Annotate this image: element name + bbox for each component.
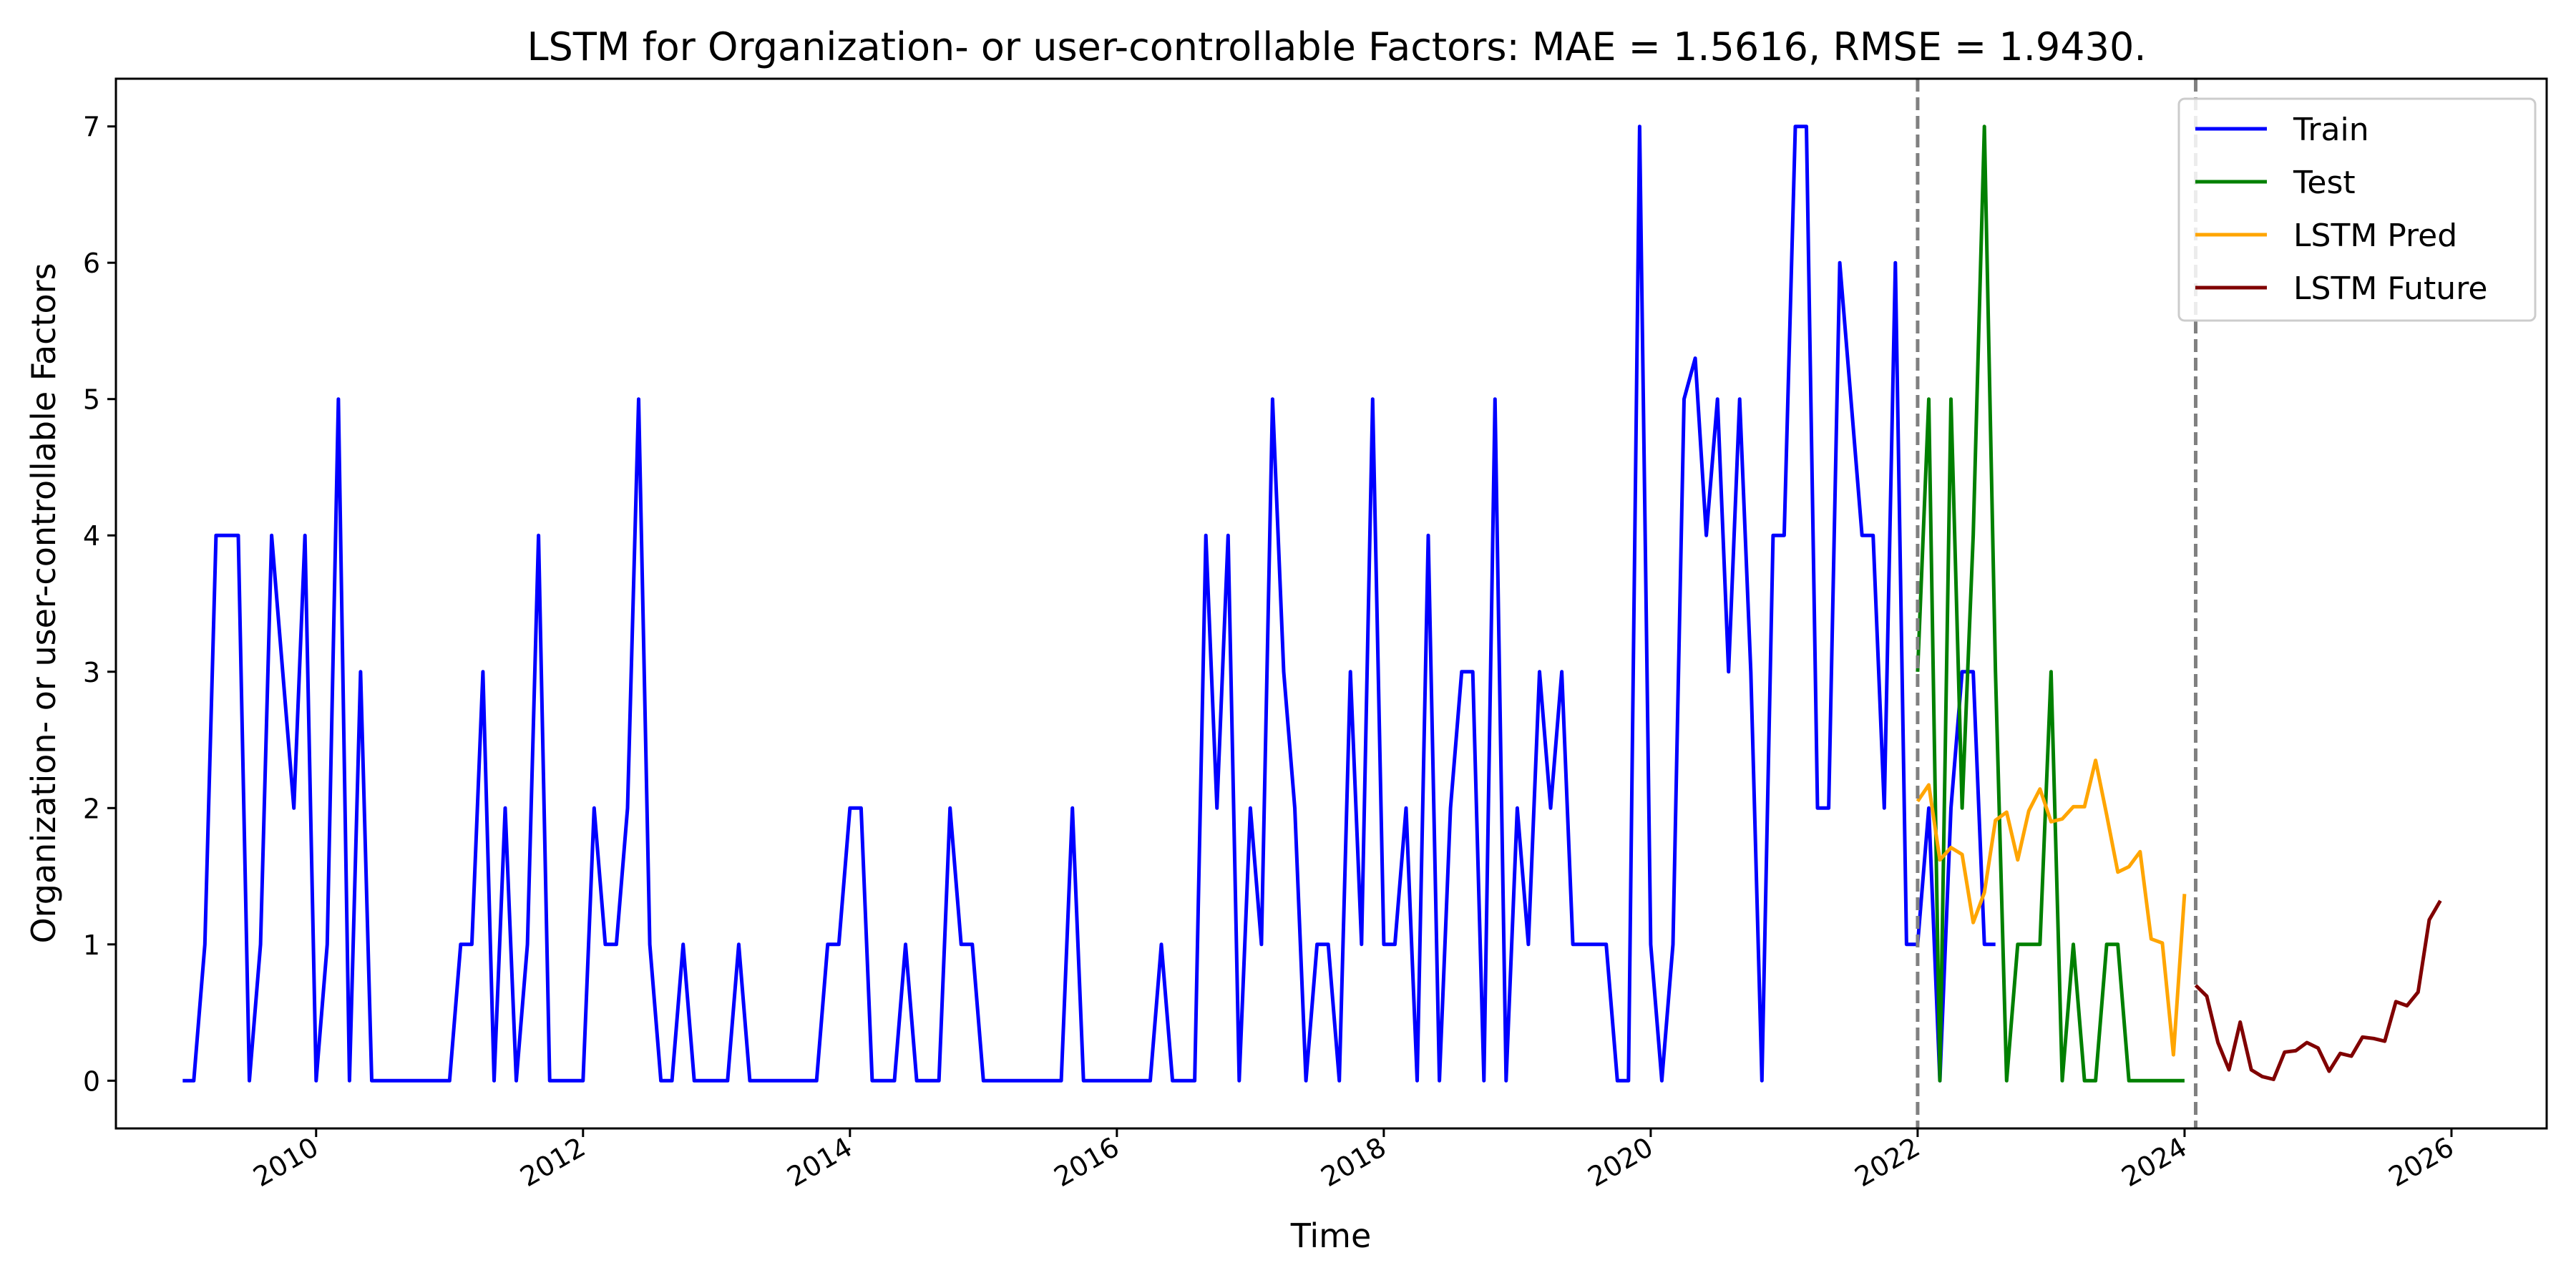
legend-box (2177, 97, 2537, 322)
chart-title: LSTM for Organization- or user-controlla… (527, 24, 2146, 69)
y-tick-label: 2 (83, 793, 100, 824)
x-tick-label: 2024 (2117, 1131, 2192, 1193)
legend: Train Test LSTM Pred LSTM Future (2177, 97, 2537, 322)
plot-frame (114, 77, 2548, 1130)
y-tick-label: 5 (83, 384, 100, 416)
x-tick-label: 2022 (1850, 1131, 1926, 1193)
y-axis-label: Organization- or user-controllable Facto… (24, 263, 63, 943)
legend-label: LSTM Future (2293, 270, 2487, 307)
x-tick-label: 2026 (2384, 1131, 2459, 1193)
series-line-test (1916, 125, 2185, 1083)
series-line-lstm-pred (1916, 758, 2187, 1057)
legend-label: Train (2293, 112, 2369, 148)
y-tick-label: 1 (83, 930, 100, 961)
x-tick-label: 2016 (1049, 1131, 1125, 1193)
y-tick-label: 4 (83, 520, 100, 552)
x-tick-label: 2020 (1583, 1131, 1659, 1193)
y-tick-label: 7 (83, 112, 100, 143)
series-line-train (182, 125, 1996, 1083)
legend-label: LSTM Pred (2293, 218, 2457, 254)
x-axis-label: Time (1290, 1216, 1372, 1255)
legend-item: Test (2195, 165, 2356, 201)
legend-label: Test (2293, 165, 2356, 201)
series-line-lstm-future (2194, 899, 2442, 1081)
x-tick-label: 2010 (248, 1131, 324, 1193)
x-tick-label: 2014 (782, 1131, 858, 1193)
legend-item: Train (2195, 112, 2369, 148)
y-tick-label: 0 (83, 1065, 100, 1097)
x-tick-label: 2018 (1316, 1131, 1392, 1193)
legend-item: LSTM Future (2195, 270, 2487, 307)
y-tick-label: 3 (83, 657, 100, 688)
legend-item: LSTM Pred (2195, 218, 2457, 254)
y-tick-label: 6 (83, 248, 100, 279)
x-tick-label: 2012 (515, 1131, 591, 1193)
